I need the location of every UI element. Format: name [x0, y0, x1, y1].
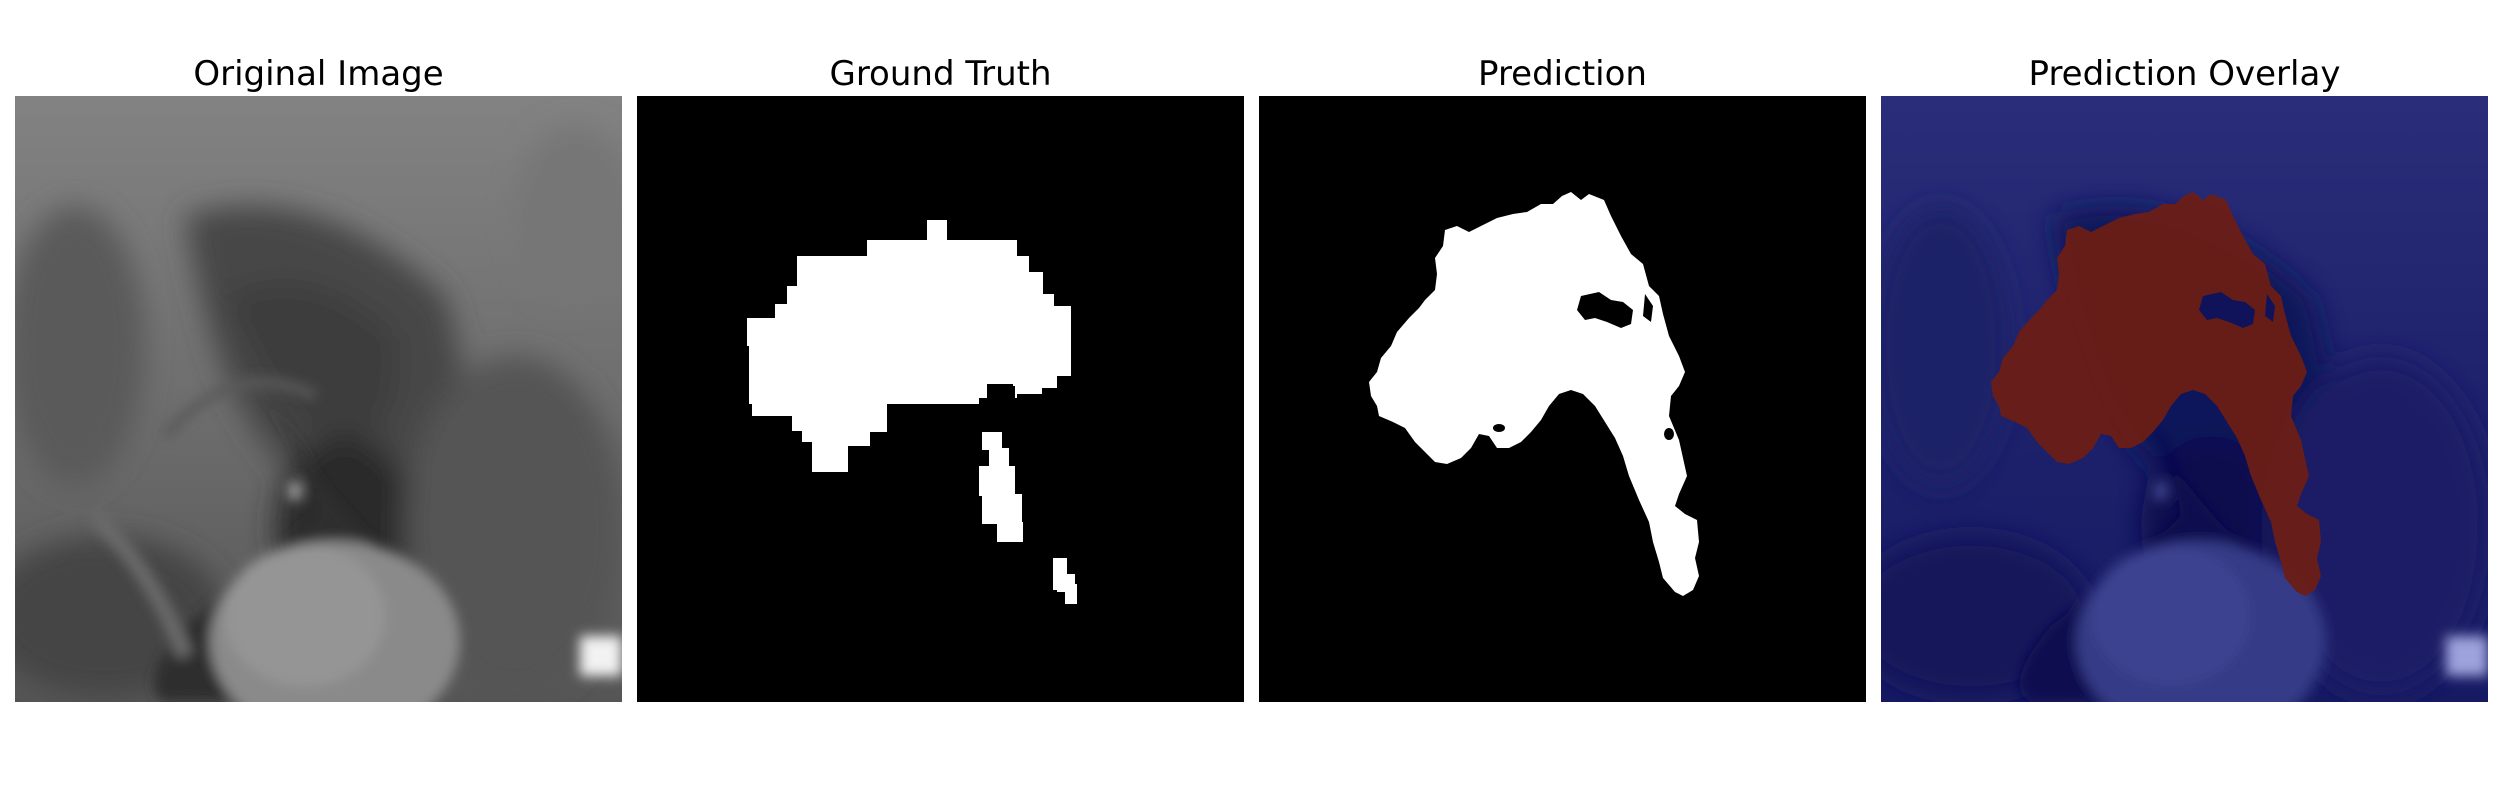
ground-truth-panel [637, 96, 1244, 702]
prediction-mask [1259, 96, 1866, 702]
panel-title-prediction: Prediction [1478, 54, 1647, 94]
panel-title-original: Original Image [193, 54, 444, 94]
panel-title-overlay: Prediction Overlay [2028, 54, 2341, 94]
ground-truth-mask [637, 96, 1244, 702]
prediction-panel [1259, 96, 1866, 702]
prediction-overlay [1881, 96, 2488, 702]
original-image [15, 96, 622, 702]
prediction-overlay-panel [1881, 96, 2488, 702]
original-image-panel [15, 96, 622, 702]
panel-title-ground-truth: Ground Truth [829, 54, 1052, 94]
